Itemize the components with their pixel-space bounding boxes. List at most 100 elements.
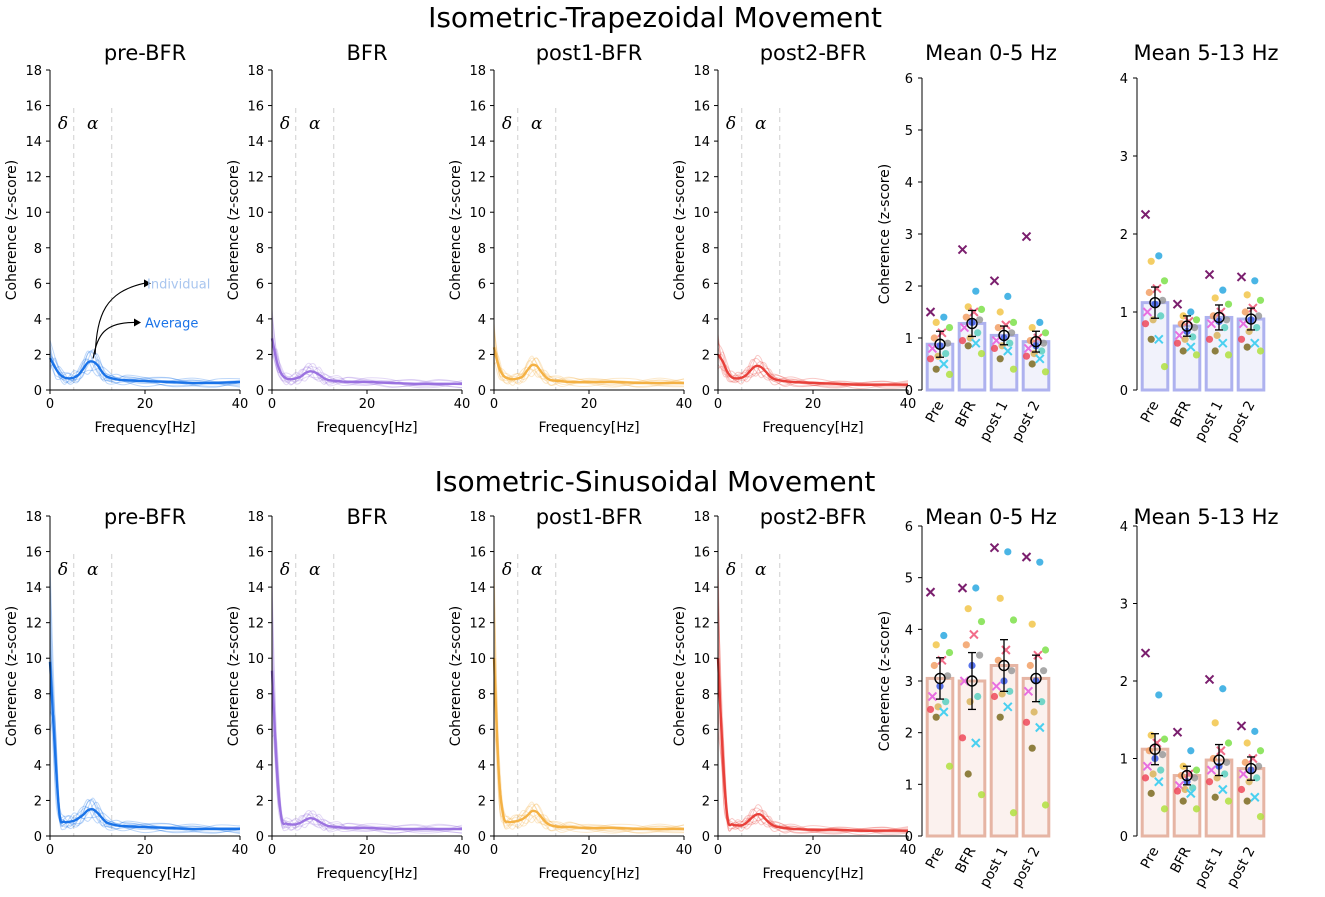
panel-title: post2-BFR [760, 41, 867, 65]
data-point [1219, 685, 1227, 693]
average-trace [716, 658, 908, 832]
individual-trace [49, 689, 241, 833]
data-point [1173, 339, 1182, 347]
y-axis-label: Coherence (z-score) [672, 160, 688, 300]
data-point [1187, 308, 1195, 316]
data-point-cross [1250, 792, 1260, 802]
data-point [1211, 719, 1219, 727]
data-point-cross [989, 542, 1000, 553]
data-point [1219, 286, 1227, 294]
data-point-cross [939, 707, 949, 717]
panel-title: BFR [346, 41, 387, 65]
spectrum-panel-sin-0: δ α 0 2 4 6 8 10 12 14 16 18 0 20 40 Frequency[Hz] Coher… [4, 505, 248, 882]
data-point-cross [1140, 209, 1151, 220]
individual-trace [271, 677, 463, 834]
data-point-cross [1001, 320, 1011, 330]
data-point-cross [1001, 645, 1011, 655]
data-point [1147, 257, 1155, 265]
average-trace [492, 347, 684, 385]
panel-title: post1-BFR [536, 505, 643, 529]
data-point [1179, 347, 1187, 355]
delta-band-label: δ [280, 560, 290, 580]
data-point [1243, 343, 1251, 351]
data-point-cross [1023, 686, 1034, 697]
data-point-cross [1216, 746, 1226, 756]
arrowhead-icon [134, 318, 141, 327]
y-tick-label: 3 [905, 228, 913, 243]
y-tick-label: 16 [247, 546, 264, 561]
legend-arrow-average [92, 321, 135, 359]
y-tick-label: 2 [256, 348, 264, 363]
data-point [1224, 351, 1233, 359]
individual-trace [717, 353, 909, 388]
individual-trace [49, 351, 241, 388]
y-tick-label: 8 [702, 688, 710, 703]
y-tick-label: 0 [34, 830, 42, 845]
y-tick-label: 8 [256, 688, 264, 703]
data-point [1192, 766, 1201, 774]
section-title-sinusoidal: Isometric-Sinusoidal Movement [435, 465, 876, 498]
data-point [1179, 797, 1187, 805]
mean-marker [966, 675, 978, 687]
data-point [1192, 805, 1201, 813]
y-tick-label: 12 [469, 617, 486, 632]
y-tick-label: 0 [478, 830, 486, 845]
x-axis-label: Frequency[Hz] [762, 420, 863, 436]
x-tick-label: 20 [805, 397, 822, 412]
y-axis-label: Coherence (z-score) [448, 606, 464, 746]
data-point [1237, 785, 1246, 794]
y-tick-label: 1 [905, 332, 913, 347]
y-tick-label: 6 [905, 72, 913, 87]
data-point [1241, 758, 1249, 766]
data-point [1159, 296, 1167, 304]
y-tick-label: 12 [25, 617, 42, 632]
x-tick-label: 40 [454, 843, 471, 858]
y-tick-label: 0 [1120, 830, 1128, 845]
arrowhead-icon [144, 279, 151, 288]
data-point [1038, 698, 1046, 706]
data-point [1028, 324, 1036, 332]
data-point [1255, 312, 1263, 320]
y-tick-label: 2 [34, 794, 42, 809]
y-tick-label: 4 [702, 313, 710, 328]
y-tick-label: 10 [25, 206, 42, 221]
data-point [996, 355, 1004, 363]
y-tick-label: 12 [469, 171, 486, 186]
data-point [1160, 735, 1169, 743]
x-tick-label: 40 [900, 397, 917, 412]
y-tick-label: 2 [1120, 228, 1128, 243]
x-tick-label: 20 [137, 397, 154, 412]
y-axis-label: Coherence (z-score) [672, 606, 688, 746]
panel-title: Mean 5-13 Hz [1133, 41, 1278, 65]
data-point [1147, 789, 1155, 797]
y-tick-label: 6 [702, 723, 710, 738]
data-point [1237, 335, 1246, 343]
data-point [1145, 288, 1153, 297]
data-point-cross [1172, 299, 1183, 309]
data-point-cross [939, 359, 949, 369]
data-point [977, 791, 986, 799]
data-point [994, 324, 1002, 332]
mean-marker [1030, 335, 1042, 348]
average-trace [48, 661, 240, 831]
y-tick-label: 6 [34, 723, 42, 738]
y-tick-label: 1 [1120, 753, 1128, 768]
data-point [1192, 316, 1201, 324]
y-tick-label: 4 [1120, 520, 1128, 535]
data-point [1243, 291, 1251, 299]
data-point-cross [1186, 788, 1196, 799]
data-point-cross [969, 629, 979, 640]
alpha-band-label: α [87, 114, 99, 134]
data-point [1213, 331, 1221, 339]
y-tick-label: 10 [247, 206, 264, 221]
data-point-cross [991, 681, 1002, 691]
data-point [945, 648, 954, 657]
data-point [1221, 770, 1229, 778]
data-point-cross [937, 328, 947, 338]
y-tick-label: 16 [25, 100, 42, 115]
data-point [1224, 797, 1233, 805]
x-axis-label: Frequency[Hz] [762, 866, 863, 882]
y-axis-label: Coherence (z-score) [226, 606, 242, 746]
x-tick-label: 20 [805, 843, 822, 858]
x-tick-label: 40 [232, 397, 249, 412]
